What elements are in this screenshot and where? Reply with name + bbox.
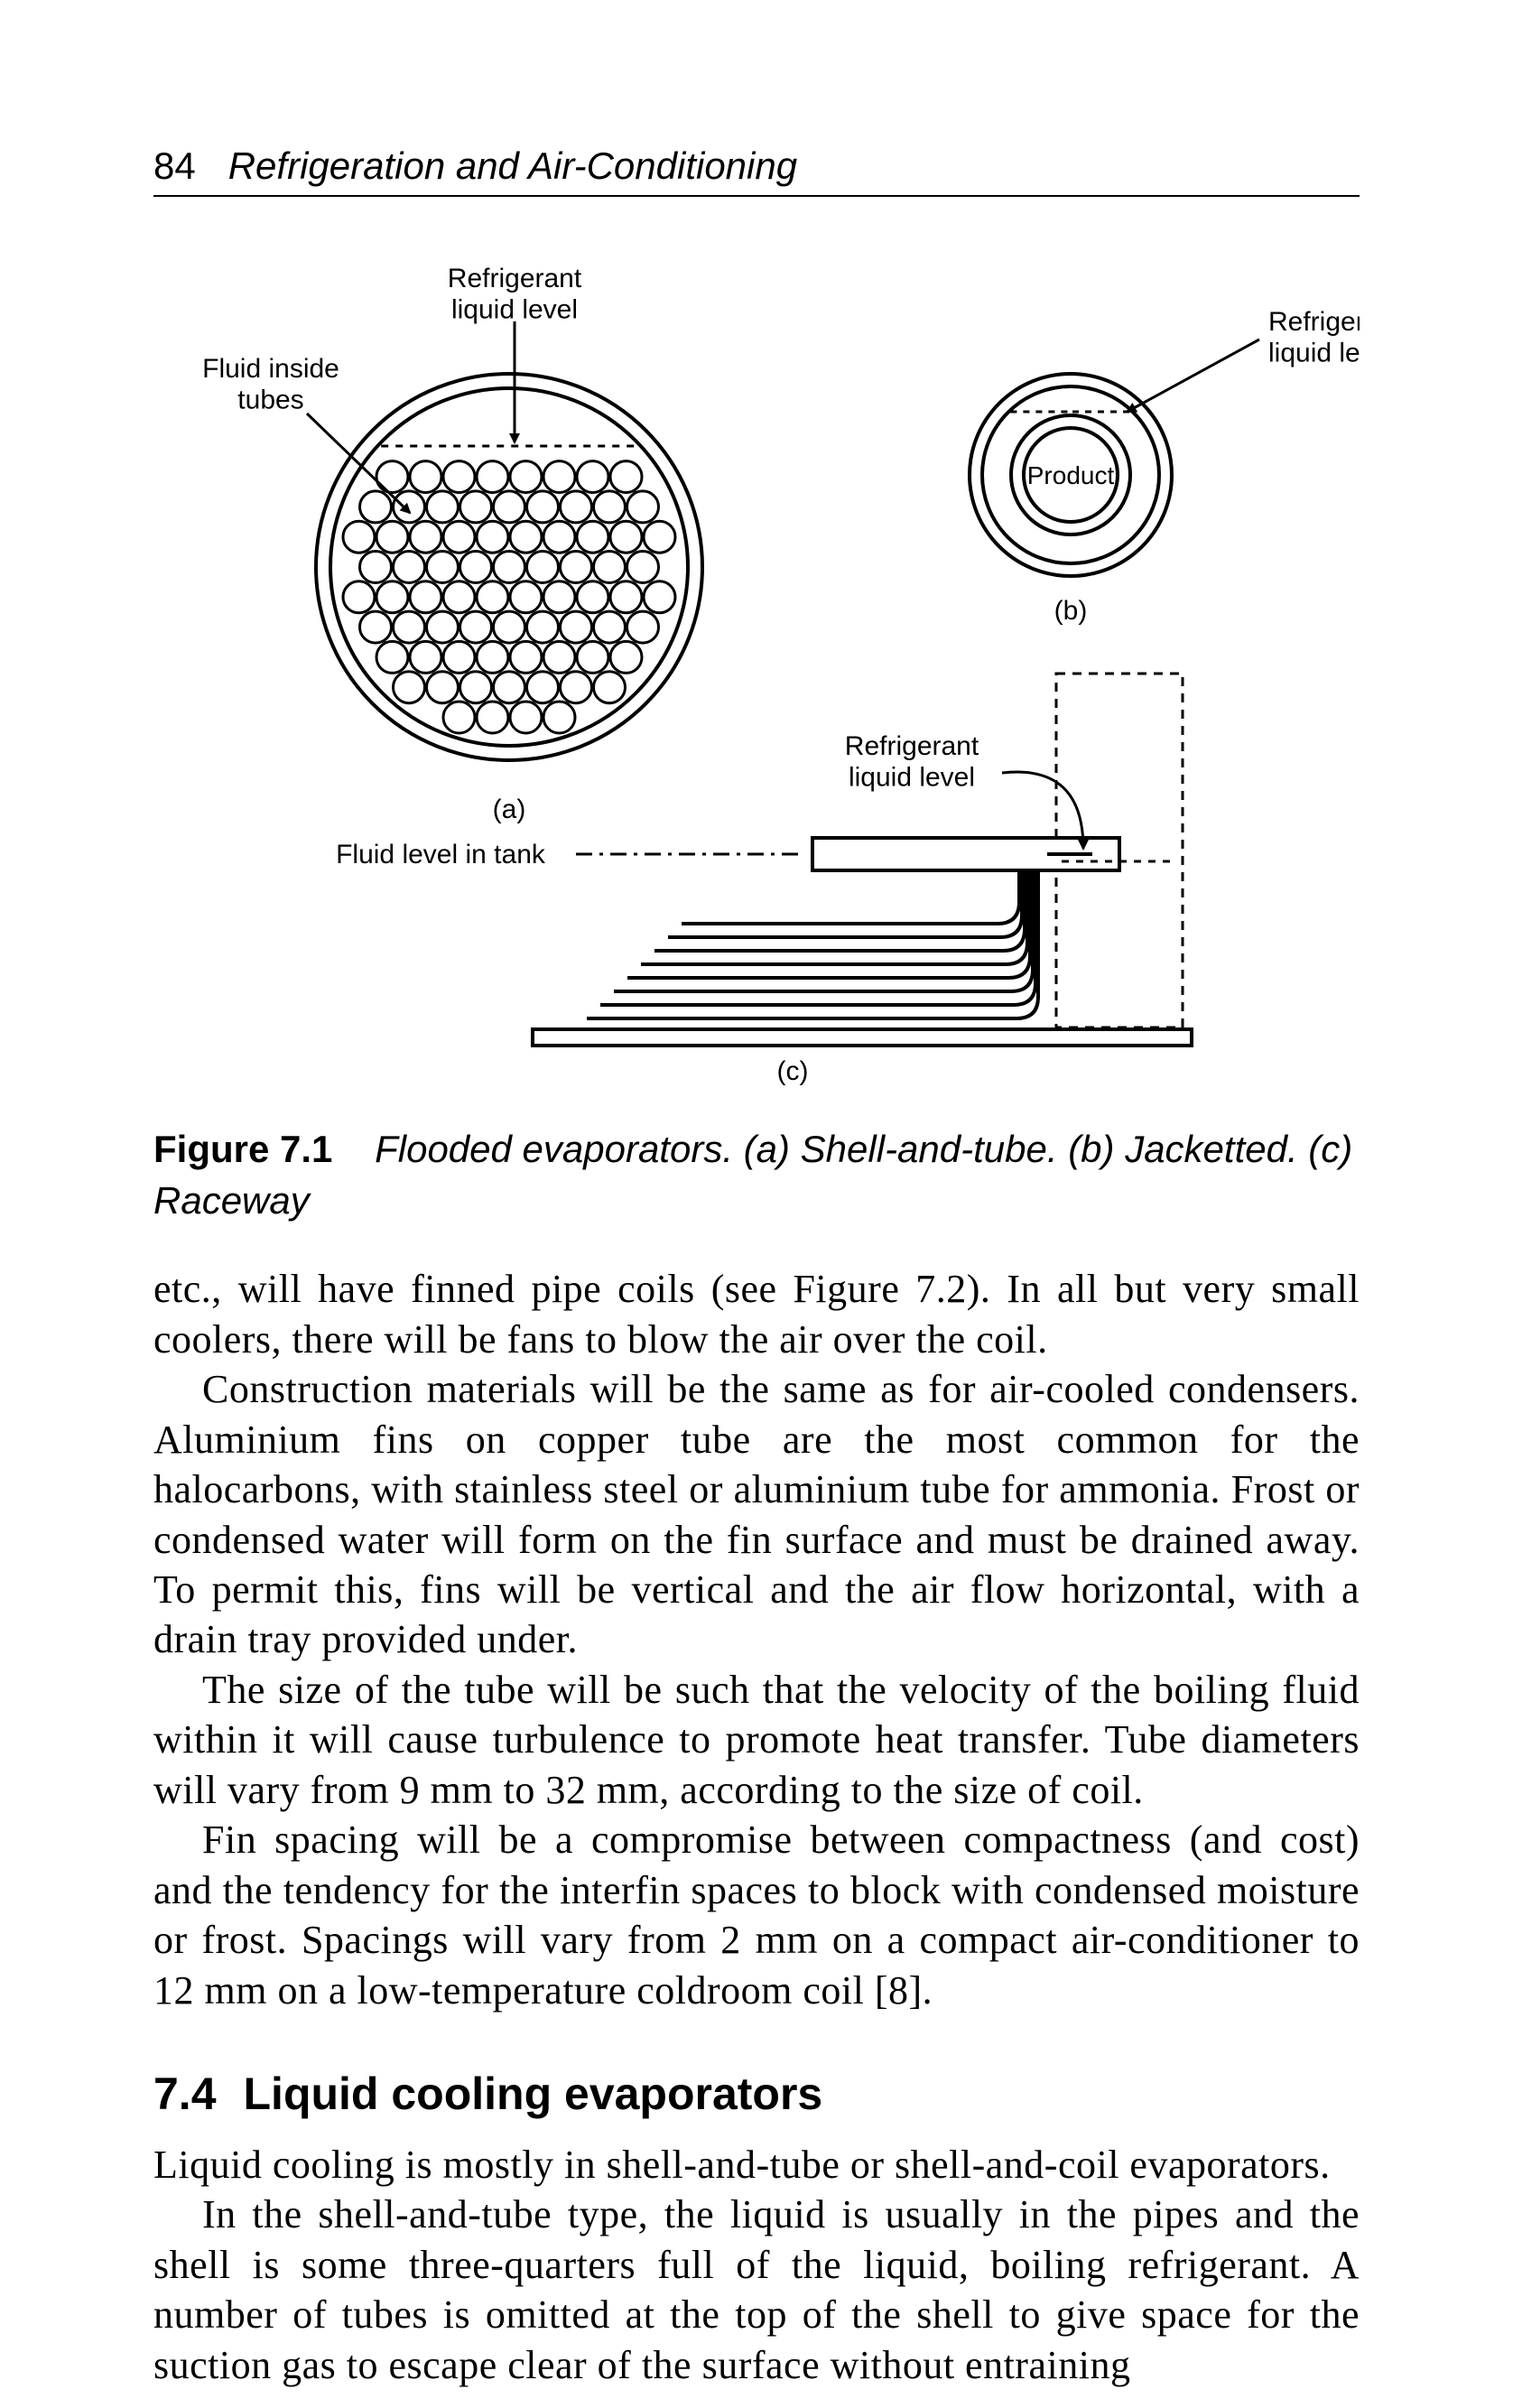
page: 84 Refrigeration and Air-Conditioning Re… [0,0,1513,2408]
svg-text:Refrigerantliquid level: Refrigerantliquid level [1268,307,1360,368]
running-head: 84 Refrigeration and Air-Conditioning [153,144,1360,197]
section-number: 7.4 [153,2069,217,2119]
svg-text:Fluid level in tank: Fluid level in tank [336,840,546,869]
svg-text:Refrigerantliquid level: Refrigerantliquid level [845,731,979,793]
para-2: Construction materials will be the same … [153,1364,1360,1665]
svg-text:(b): (b) [1054,596,1088,626]
figure-svg: Refrigerantliquid level Fluid insidetubes… [153,240,1360,1089]
para-6: In the shell-and-tube type, the liquid i… [153,2190,1360,2390]
figure-caption: Figure 7.1 Flooded evaporators. (a) Shel… [153,1124,1360,1226]
para-5: Liquid cooling is mostly in shell-and-tu… [153,2140,1360,2190]
svg-text:(c): (c) [777,1056,809,1086]
svg-text:(a): (a) [493,795,526,824]
svg-text:Fluid insidetubes: Fluid insidetubes [202,354,339,415]
svg-text:Product: Product [1027,461,1115,489]
svg-text:Refrigerantliquid level: Refrigerantliquid level [448,264,582,325]
para-3: The size of the tube will be such that t… [153,1665,1360,1815]
section-title: Liquid cooling evaporators [244,2069,823,2119]
figure-label: Figure 7.1 [153,1128,332,1170]
figure-7-1: Refrigerantliquid level Fluid insidetubes… [153,240,1360,1226]
para-4: Fin spacing will be a compromise between… [153,1815,1360,2015]
figure-description: Flooded evaporators. (a) Shell-and-tube.… [153,1128,1352,1222]
book-title: Refrigeration and Air-Conditioning [228,144,797,188]
para-1: etc., will have finned pipe coils (see F… [153,1264,1360,1364]
page-number: 84 [153,144,196,188]
section-heading: 7.4 Liquid cooling evaporators [153,2068,1360,2120]
